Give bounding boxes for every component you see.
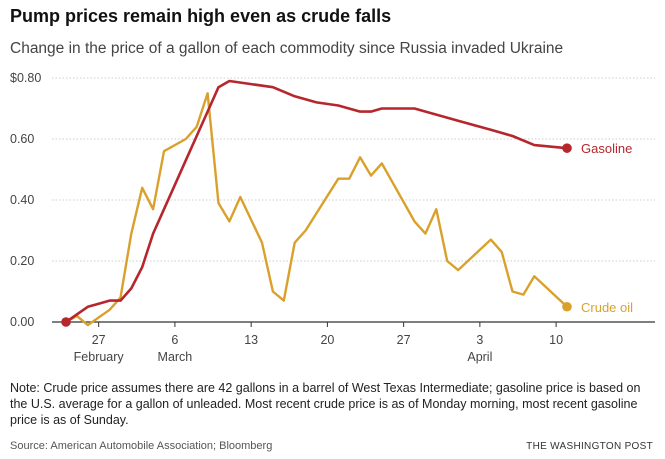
x-month-label: March [158,350,193,364]
chart-subtitle: Change in the price of a gallon of each … [10,40,564,57]
chart-title: Pump prices remain high even as crude fa… [10,6,392,26]
series-label-gasoline: Gasoline [581,141,632,156]
x-tick-label: 27 [92,333,106,347]
end-point-gasoline [562,143,572,153]
series-line-gasoline [64,79,569,324]
series-lines [61,79,572,327]
chart-note: Note: Crude price assumes there are 42 g… [10,381,641,427]
line-chart: $0.80 0.60 0.40 0.20 0.00 27 February 6 March 13… [10,71,655,364]
y-axis: $0.80 0.60 0.40 0.20 0.00 [10,71,41,329]
end-point-crude-oil [562,301,572,312]
y-tick-label: $0.80 [10,71,41,85]
publisher-credit: THE WASHINGTON POST [526,441,653,452]
y-tick-label: 0.40 [10,193,34,207]
series-line-crude-oil [64,92,569,327]
y-tick-label: 0.20 [10,254,34,268]
x-tick-label: 27 [397,333,411,347]
source-line: Source: American Automobile Association;… [10,440,273,452]
y-tick-label: 0.60 [10,132,34,146]
x-tick-label: 3 [476,333,483,347]
x-tick-label: 13 [244,333,258,347]
x-tick-label: 6 [171,333,178,347]
x-axis: 27 February 6 March 13 20 27 3 April 10 [74,322,563,364]
x-tick-label: 10 [549,333,563,347]
x-month-label: April [467,350,492,364]
series-label-crude-oil: Crude oil [581,300,633,315]
series-labels: Gasoline Crude oil [581,141,633,315]
gridlines [52,77,655,323]
x-tick-label: 20 [320,333,334,347]
y-tick-label: 0.00 [10,315,34,329]
x-month-label: February [74,350,125,364]
start-point [61,317,71,327]
